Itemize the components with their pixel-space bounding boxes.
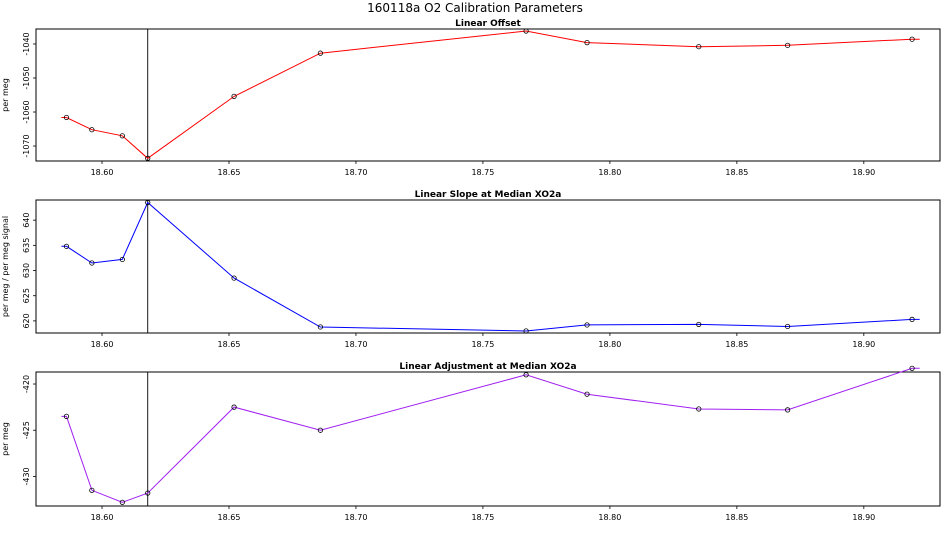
x-tick-label: 18.75 [471, 168, 494, 177]
y-tick-label: -425 [22, 421, 31, 439]
x-tick-label: 18.60 [91, 168, 114, 177]
y-tick-label: -1040 [22, 32, 31, 55]
series-line [61, 367, 920, 503]
y-tick-label: 625 [22, 288, 31, 303]
data-point [584, 322, 590, 328]
x-tick-label: 18.65 [218, 513, 241, 522]
x-tick-label: 18.90 [852, 513, 875, 522]
y-tick-label: -430 [22, 467, 31, 485]
data-point [89, 127, 95, 133]
panel-1: Linear Offset 18.60 18.65 18.70 18.75 18.80 18… [1, 19, 941, 177]
x-tick-label: 18.90 [852, 168, 875, 177]
data-point [523, 372, 529, 378]
data-point [785, 42, 791, 48]
data-point [909, 36, 915, 42]
series-line [61, 201, 920, 332]
y-tick-label: -1050 [22, 66, 31, 89]
plot-frame [35, 371, 941, 507]
data-point [231, 275, 237, 281]
data-point [584, 391, 590, 397]
x-tick-label: 18.70 [345, 168, 368, 177]
y-axis-label: per meg [1, 422, 10, 456]
y-tick-label: 640 [22, 213, 31, 228]
y-tick-label: 630 [22, 263, 31, 278]
data-point [909, 365, 915, 371]
x-tick-label: 18.85 [725, 513, 748, 522]
figure-title: 160118a O2 Calibration Parameters [367, 1, 583, 15]
y-axis-label: per meg [1, 78, 10, 112]
data-point [145, 155, 151, 161]
data-point [317, 50, 324, 56]
x-tick-label: 18.85 [725, 168, 748, 177]
x-tick-label: 18.70 [345, 513, 368, 522]
y-tick-label: 635 [22, 238, 31, 253]
data-point [231, 93, 237, 99]
chart-panels: Linear Offset 18.60 18.65 18.70 18.75 18.80 18… [1, 19, 941, 522]
x-tick-label: 18.65 [218, 340, 241, 349]
data-point [119, 499, 125, 505]
x-tick-label: 18.70 [345, 340, 368, 349]
y-tick-label: -1070 [22, 134, 31, 157]
data-point [909, 316, 915, 322]
data-point [696, 44, 702, 50]
x-tick-label: 18.80 [598, 340, 621, 349]
x-tick-label: 18.75 [471, 340, 494, 349]
data-point [145, 199, 151, 206]
x-tick-label: 18.80 [598, 168, 621, 177]
data-point [523, 28, 529, 34]
x-tick-label: 18.80 [598, 513, 621, 522]
data-point [119, 256, 125, 263]
y-tick-label: 620 [22, 313, 31, 328]
x-tick-label: 18.85 [725, 340, 748, 349]
y-tick-label: -420 [22, 375, 31, 393]
y-axis-label: per meg / per meg signal [1, 216, 10, 317]
data-point [317, 427, 324, 433]
plot-frame [35, 199, 941, 334]
panel-title: Linear Adjustment at Median XO2a [399, 362, 576, 372]
data-point [89, 260, 95, 266]
x-tick-label: 18.75 [471, 513, 494, 522]
data-point [696, 406, 702, 412]
panel-3: Linear Adjustment at Median XO2a 18.60 18.… [1, 362, 941, 522]
plot-frame [35, 28, 941, 162]
x-tick-label: 18.60 [91, 340, 114, 349]
data-point [317, 324, 324, 330]
data-point [785, 407, 791, 413]
panel-title: Linear Slope at Median XO2a [415, 190, 562, 200]
y-tick-label: -1060 [22, 100, 31, 123]
x-tick-label: 18.60 [91, 513, 114, 522]
data-point [119, 133, 125, 139]
data-point [63, 413, 70, 419]
data-point [785, 323, 791, 330]
x-tick-label: 18.90 [852, 340, 875, 349]
data-point [63, 114, 70, 121]
panel-title: Linear Offset [455, 19, 521, 29]
data-point [145, 490, 151, 496]
data-point [523, 328, 529, 334]
data-point [63, 243, 70, 249]
data-point [584, 40, 590, 46]
data-point [696, 321, 702, 328]
series-line [61, 30, 920, 159]
x-tick-label: 18.65 [218, 168, 241, 177]
data-point [89, 487, 95, 493]
panel-2: Linear Slope at Median XO2a 18.60 18.65 18.… [1, 190, 941, 349]
data-point [231, 404, 237, 410]
